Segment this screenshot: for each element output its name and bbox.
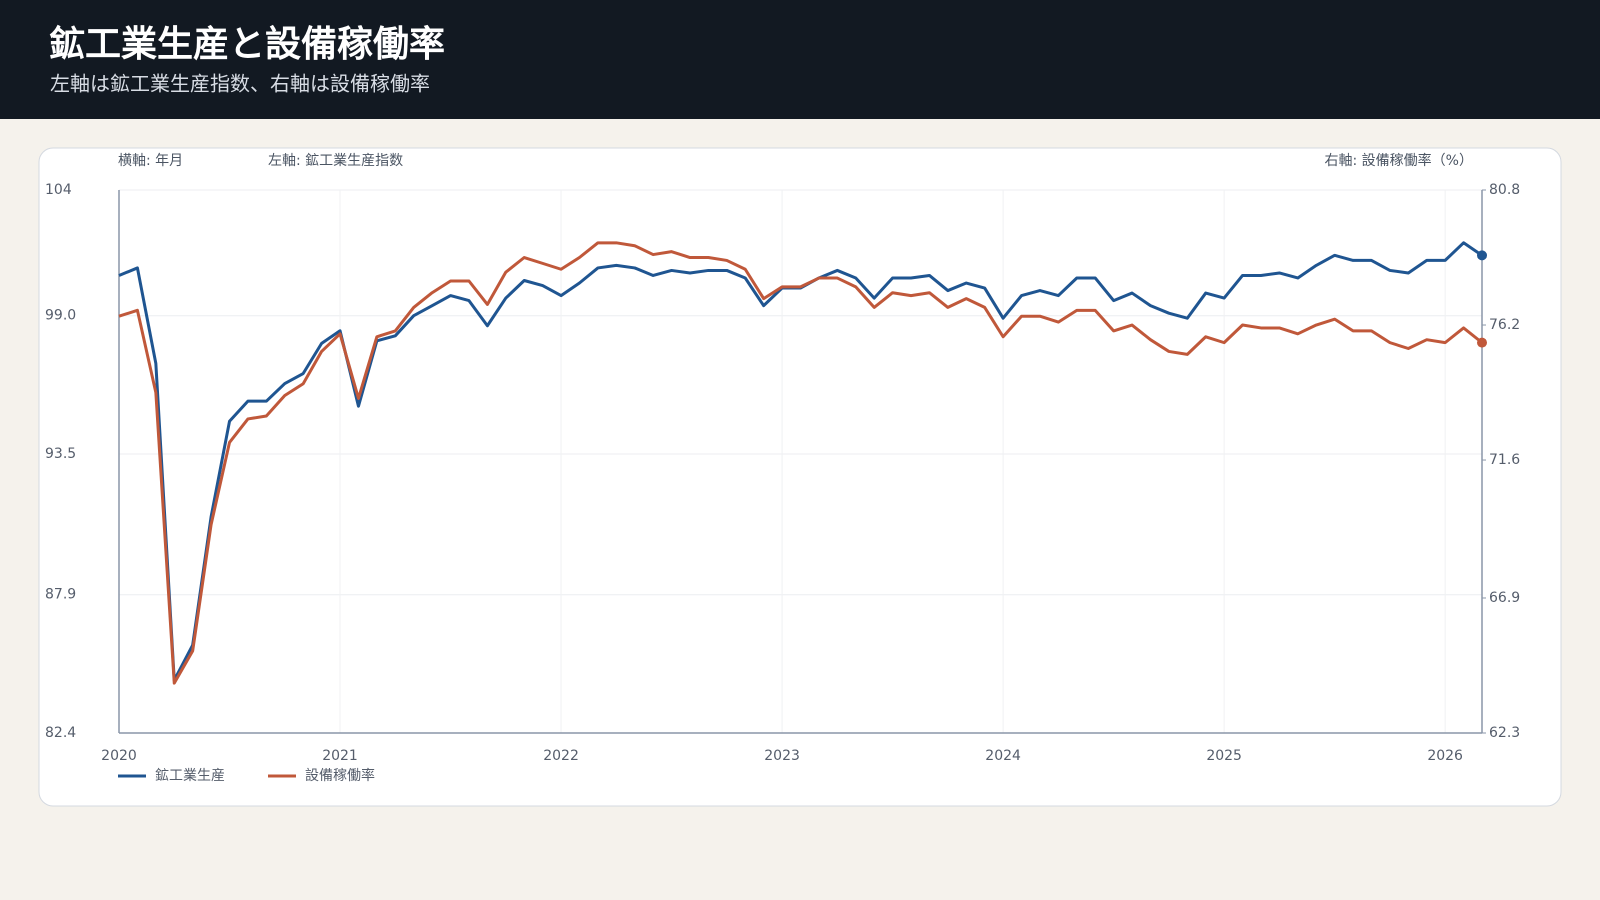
y2-tick-label: 71.6 bbox=[1489, 452, 1520, 468]
x-tick-label: 2026 bbox=[1427, 748, 1463, 764]
end-marker bbox=[1477, 337, 1487, 348]
x-axis-label: 横軸: 年月 bbox=[118, 153, 183, 169]
y-tick-label: 93.5 bbox=[45, 446, 76, 462]
y-axis-label: 左軸: 鉱工業生産指数 bbox=[268, 152, 403, 169]
y-tick-label: 82.4 bbox=[45, 725, 76, 741]
x-tick-label: 2020 bbox=[101, 748, 137, 764]
y2-tick-label: 66.9 bbox=[1489, 590, 1520, 606]
y-tick-label: 99.0 bbox=[45, 308, 76, 324]
chart-title: 鉱工業生産と設備稼働率 bbox=[49, 23, 445, 65]
x-tick-label: 2025 bbox=[1206, 748, 1242, 764]
x-tick-label: 2024 bbox=[985, 748, 1021, 764]
y2-axis-label: 右軸: 設備稼働率（%） bbox=[1325, 152, 1473, 169]
y2-tick-label: 76.2 bbox=[1489, 317, 1520, 333]
x-tick-label: 2023 bbox=[764, 748, 800, 764]
chart-card bbox=[38, 147, 1562, 807]
x-tick-label: 2022 bbox=[543, 748, 579, 764]
legend-label: 鉱工業生産 bbox=[155, 767, 225, 784]
y2-tick-label: 80.8 bbox=[1489, 182, 1520, 198]
y-tick-label: 104 bbox=[45, 182, 72, 198]
y-tick-label: 87.9 bbox=[45, 587, 76, 603]
legend-label: 設備稼働率 bbox=[305, 767, 375, 784]
series-line bbox=[118, 241, 1483, 685]
y2-tick-label: 62.3 bbox=[1489, 725, 1520, 741]
x-tick-label: 2021 bbox=[322, 748, 358, 764]
chart-subtitle: 左軸は鉱工業生産指数、右軸は設備稼働率 bbox=[50, 72, 430, 96]
end-marker bbox=[1477, 250, 1487, 261]
header bbox=[0, 0, 1600, 119]
